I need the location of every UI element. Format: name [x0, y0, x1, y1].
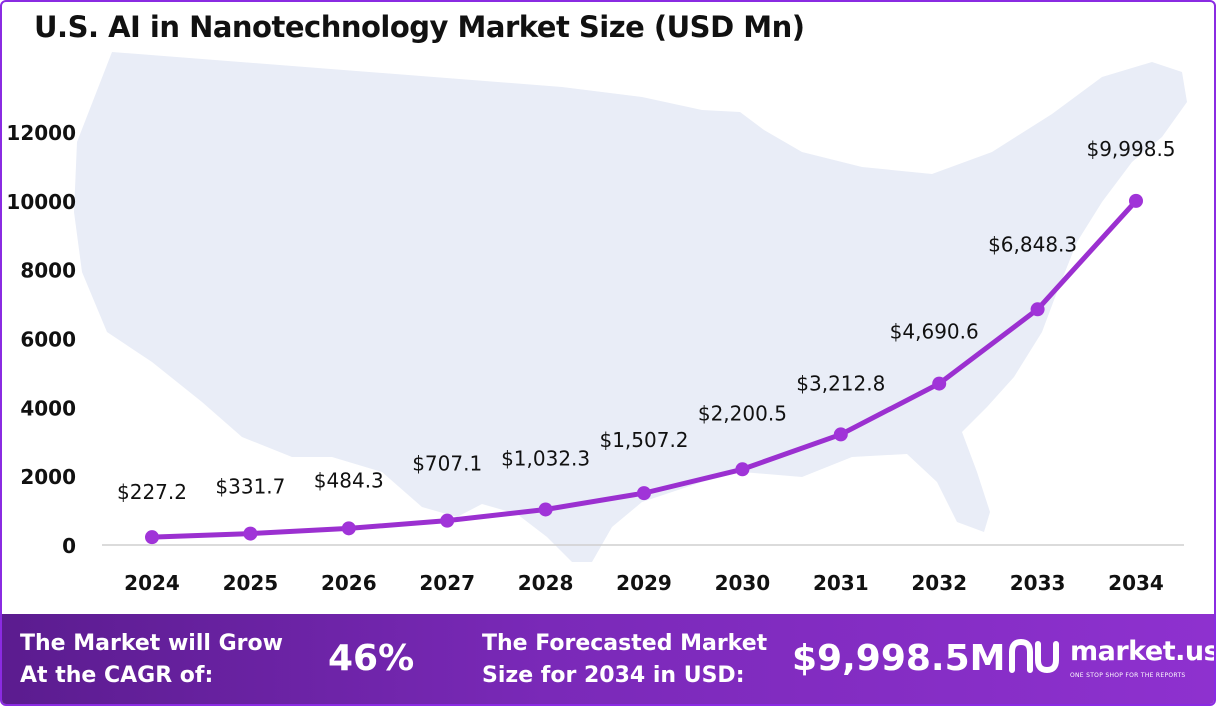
data-label: $2,200.5	[698, 401, 787, 425]
data-label: $227.2	[117, 480, 187, 504]
x-tick-label: 2024	[124, 571, 180, 595]
chart-title: U.S. AI in Nanotechnology Market Size (U…	[34, 10, 805, 44]
cagr-label-line1: The Market will Grow	[20, 631, 283, 656]
forecast-label-line2: Size for 2034 in USD:	[482, 663, 745, 688]
data-point	[538, 502, 553, 517]
cagr-value: 46%	[328, 638, 415, 679]
y-tick-label: 0	[62, 534, 76, 558]
line-chart: 0 2000 4000 6000 8000 10000 12000 2024 2025 2026 2…	[6, 52, 1187, 595]
y-tick-label: 10000	[6, 190, 76, 214]
x-tick-label: 2025	[223, 571, 279, 595]
summary-footer: The Market will Grow At the CAGR of: 46%…	[2, 614, 1214, 704]
data-label: $484.3	[314, 468, 384, 492]
data-point	[833, 427, 848, 442]
x-tick-label: 2028	[518, 571, 574, 595]
data-label: $3,212.8	[796, 371, 885, 395]
data-label: $9,998.5	[1086, 137, 1175, 161]
forecast-value: $9,998.5M	[792, 638, 1006, 679]
y-tick-label: 8000	[20, 259, 76, 283]
data-label: $4,690.6	[890, 320, 979, 344]
market-us-logo-icon	[1009, 638, 1059, 674]
x-tick-label: 2031	[813, 571, 869, 595]
y-tick-label: 6000	[20, 328, 76, 352]
y-tick-label: 2000	[20, 465, 76, 489]
us-map-silhouette	[74, 52, 1187, 562]
data-label: $707.1	[412, 452, 482, 476]
data-label: $6,848.3	[988, 232, 1077, 256]
x-tick-label: 2032	[911, 571, 967, 595]
x-tick-label: 2026	[321, 571, 377, 595]
data-label: $1,507.2	[599, 428, 688, 452]
y-tick-label: 4000	[20, 396, 76, 420]
brand-tagline: ONE STOP SHOP FOR THE REPORTS	[1070, 672, 1186, 679]
data-point	[1030, 302, 1045, 317]
data-point	[932, 376, 947, 391]
data-point	[243, 526, 258, 541]
cagr-label-line2: At the CAGR of:	[20, 663, 214, 688]
x-tick-label: 2029	[616, 571, 672, 595]
brand-name: market.us	[1070, 636, 1216, 667]
data-point	[341, 521, 356, 536]
y-tick-label: 12000	[6, 121, 76, 145]
x-tick-label: 2027	[419, 571, 475, 595]
data-point	[1129, 193, 1143, 208]
x-tick-label: 2034	[1108, 571, 1164, 595]
x-tick-label: 2033	[1010, 571, 1066, 595]
forecast-label-line1: The Forecasted Market	[482, 631, 768, 656]
data-label: $331.7	[215, 475, 285, 499]
data-point	[637, 486, 651, 501]
x-tick-label: 2030	[715, 571, 771, 595]
data-label: $1,032.3	[501, 446, 590, 470]
data-point	[440, 513, 455, 528]
data-point	[735, 462, 750, 477]
data-point	[145, 530, 159, 545]
